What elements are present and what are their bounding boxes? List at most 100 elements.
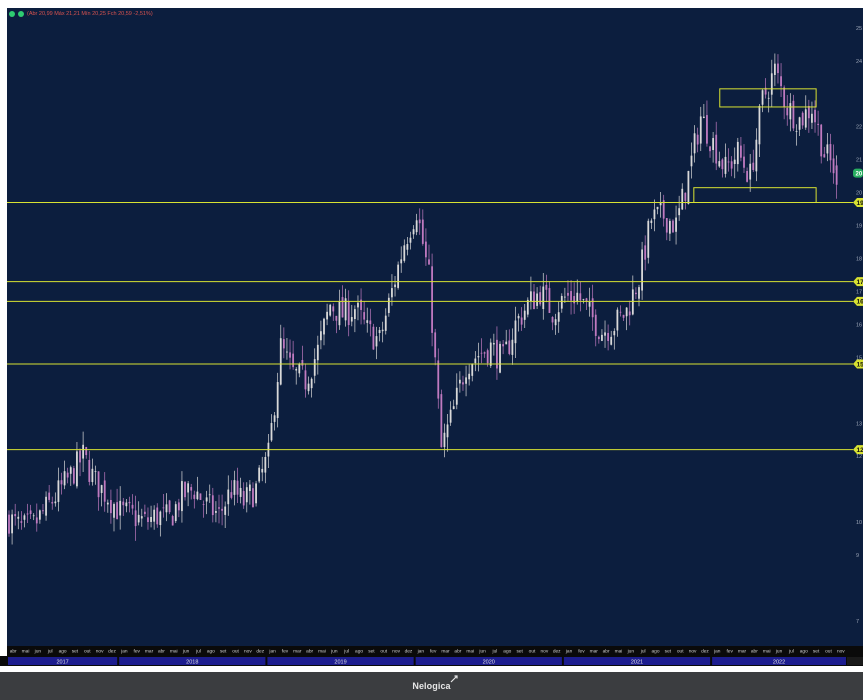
- candle-body: [508, 340, 511, 354]
- candle-body: [137, 514, 140, 523]
- candle-body: [134, 510, 137, 527]
- candle-body: [789, 103, 792, 120]
- month-label: dez: [405, 649, 413, 655]
- candle-body: [530, 291, 532, 302]
- price-tick-label: 12: [856, 454, 862, 460]
- candle-body: [341, 297, 344, 318]
- brand-star-icon: [450, 675, 458, 683]
- candle-body: [749, 163, 752, 180]
- candle-body: [63, 471, 66, 486]
- candle-body: [159, 511, 162, 526]
- price-tick-label: 24: [856, 59, 862, 65]
- candle-body: [242, 491, 245, 506]
- candle-body: [236, 480, 239, 495]
- month-label: jul: [47, 649, 53, 655]
- price-tick-label: 21: [856, 158, 862, 164]
- quote-text: (Abr 20,99 Máx 21,21 Mín 20,25 Fch 20,59…: [27, 11, 153, 17]
- candle-body: [465, 377, 467, 384]
- candle-body: [770, 73, 773, 95]
- candle-body: [551, 317, 554, 323]
- candle-body: [116, 502, 118, 520]
- candle-body: [792, 100, 795, 129]
- candle-body: [298, 363, 301, 374]
- month-label: nov: [96, 650, 104, 655]
- candle-body: [57, 480, 60, 502]
- month-label: dez: [553, 649, 561, 655]
- candle-body: [672, 220, 674, 233]
- month-label: abr: [306, 649, 313, 655]
- candle-body: [174, 504, 177, 522]
- year-label: 2022: [773, 659, 785, 665]
- candle-body: [369, 320, 372, 325]
- candle-body: [224, 506, 227, 515]
- levels-layer: 19 17 16 15 12: [7, 198, 863, 455]
- candle-body: [150, 516, 152, 522]
- month-label: set: [665, 649, 672, 655]
- candle-body: [480, 352, 483, 354]
- candle-body: [579, 293, 582, 301]
- price-tick-label: 10: [856, 520, 862, 526]
- zone-rectangle[interactable]: [693, 187, 817, 204]
- zone-rectangle[interactable]: [719, 88, 817, 108]
- price-tick-label: 9: [856, 553, 859, 559]
- status-dot-icon: [9, 11, 15, 17]
- candle-body: [536, 293, 538, 306]
- month-label: out: [380, 649, 387, 655]
- month-label: jun: [478, 649, 486, 655]
- month-label: ago: [355, 650, 363, 655]
- candle-body: [394, 284, 396, 288]
- candle-body: [140, 516, 143, 519]
- candle-body: [326, 311, 328, 320]
- month-label: mar: [145, 649, 154, 655]
- chart-area[interactable]: 19 17 16 15 12 25 24 22 21 20 19 18 17 16 15 13 12 10 9 7 2…: [7, 8, 863, 656]
- month-label: nov: [244, 650, 252, 655]
- month-label: set: [72, 649, 79, 655]
- candle-body: [736, 141, 739, 165]
- candle-body: [625, 307, 628, 317]
- level-badge-label: 17: [857, 279, 863, 286]
- candle-body: [289, 352, 291, 358]
- candle-body: [273, 415, 276, 422]
- month-label: jun: [627, 649, 635, 655]
- candle-body: [499, 343, 501, 373]
- candle-body: [347, 301, 350, 326]
- month-label: jul: [195, 649, 201, 655]
- candle-body: [38, 510, 41, 520]
- candle-body: [82, 444, 85, 459]
- asset-dot-icon[interactable]: [18, 11, 24, 17]
- candle-body: [755, 139, 758, 172]
- footer-bar: Nelogica: [0, 672, 863, 700]
- month-label: jul: [343, 649, 349, 655]
- month-label: fev: [282, 649, 289, 655]
- candle-body: [560, 295, 563, 309]
- month-label: mai: [466, 649, 474, 655]
- candle-body: [681, 188, 684, 210]
- level-badge-label: 15: [857, 361, 863, 368]
- candle-body: [97, 471, 100, 498]
- candle-body: [187, 483, 190, 493]
- candle-body: [468, 373, 471, 380]
- candle-body: [492, 343, 495, 345]
- month-label: abr: [603, 649, 610, 655]
- candle-body: [428, 259, 430, 265]
- candle-body: [165, 504, 168, 513]
- price-tick-label: 22: [856, 125, 862, 131]
- candle-body: [8, 514, 10, 534]
- candle-body: [199, 493, 202, 500]
- candle-body: [252, 488, 254, 508]
- candle-body: [406, 244, 409, 250]
- candle-body: [366, 320, 369, 323]
- candle-body: [567, 292, 569, 296]
- month-label: out: [232, 649, 239, 655]
- candle-body: [702, 116, 705, 118]
- candle-body: [110, 500, 112, 514]
- candle-body: [767, 97, 770, 99]
- candle-body: [764, 87, 767, 95]
- candle-body: [594, 314, 597, 336]
- candle-body: [653, 209, 656, 220]
- candle-body: [604, 332, 606, 336]
- time-axis: abr mai jun jul ago set out nov dez jan fev mar abr m…: [7, 646, 863, 656]
- candle-body: [384, 315, 387, 331]
- candle-body: [539, 292, 542, 305]
